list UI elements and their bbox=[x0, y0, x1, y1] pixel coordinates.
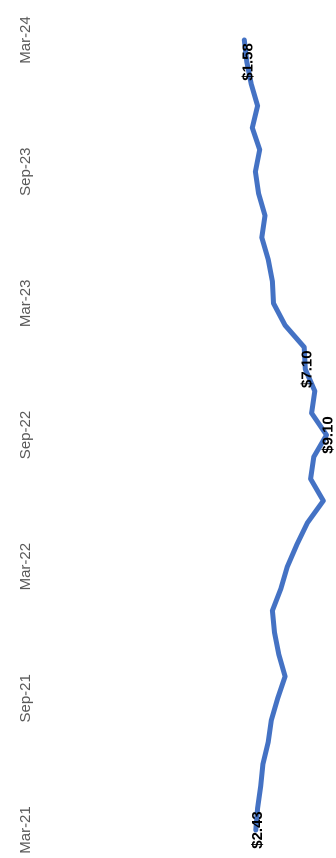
data-point bbox=[259, 784, 263, 788]
x-tick-label: Sep-22 bbox=[17, 411, 34, 459]
data-point bbox=[309, 477, 313, 481]
data-point bbox=[313, 389, 317, 393]
data-point bbox=[253, 170, 257, 174]
data-point bbox=[260, 236, 264, 239]
data-point bbox=[250, 126, 254, 130]
data-point bbox=[266, 740, 270, 744]
data-point bbox=[277, 652, 281, 656]
data-point bbox=[325, 433, 328, 437]
data-point bbox=[256, 806, 260, 810]
data-point bbox=[279, 587, 283, 591]
data-point bbox=[285, 565, 289, 569]
data-label: $1.58 bbox=[240, 43, 257, 81]
data-label: $9.10 bbox=[319, 416, 336, 454]
data-point bbox=[283, 674, 287, 678]
data-point bbox=[245, 60, 249, 64]
x-tick-label: Sep-23 bbox=[17, 147, 34, 195]
x-tick-label: Mar-23 bbox=[17, 280, 34, 328]
data-point bbox=[273, 631, 276, 634]
data-point bbox=[257, 192, 261, 196]
data-point bbox=[270, 609, 274, 613]
data-point bbox=[254, 828, 258, 832]
data-point bbox=[272, 301, 275, 305]
data-point bbox=[310, 411, 314, 415]
data-point bbox=[312, 455, 316, 459]
data-point bbox=[276, 696, 280, 700]
data-point bbox=[283, 323, 287, 327]
series-line-0 bbox=[241, 37, 329, 833]
data-point bbox=[270, 279, 274, 283]
data-point bbox=[242, 38, 246, 42]
data-point bbox=[295, 543, 299, 547]
data-point bbox=[302, 345, 306, 349]
x-tick-label: Mar-22 bbox=[17, 543, 34, 591]
x-tick-label: Mar-21 bbox=[17, 806, 34, 854]
data-point bbox=[263, 214, 267, 218]
data-point bbox=[266, 257, 270, 261]
x-tick-label: Sep-21 bbox=[17, 674, 34, 722]
data-label: $7.10 bbox=[298, 350, 315, 388]
data-point bbox=[256, 104, 260, 108]
data-point bbox=[258, 148, 262, 152]
data-point bbox=[249, 82, 253, 86]
data-point bbox=[269, 718, 273, 722]
data-point bbox=[321, 499, 325, 503]
data-label: $2.43 bbox=[249, 811, 266, 849]
data-point bbox=[303, 367, 307, 371]
data-point bbox=[305, 521, 309, 525]
data-point bbox=[261, 762, 265, 766]
x-tick-label: Mar-24 bbox=[17, 16, 34, 64]
